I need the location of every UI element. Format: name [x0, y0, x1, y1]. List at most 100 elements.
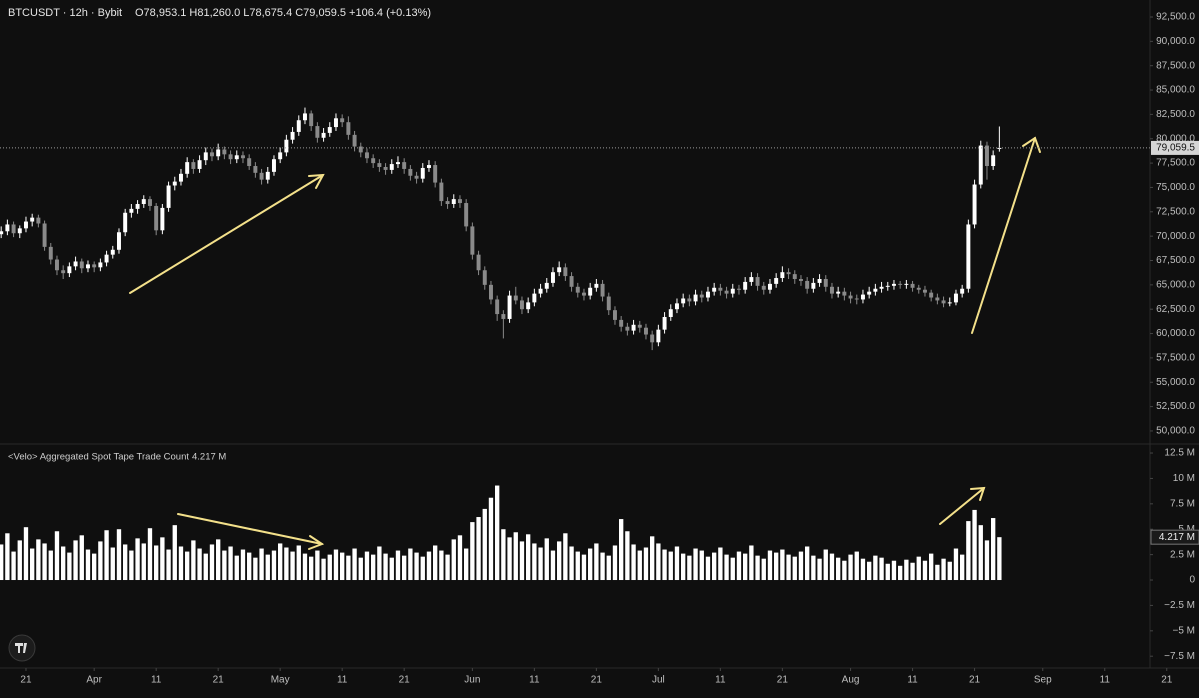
y-tick-label: 5 M [1178, 524, 1195, 535]
candle-body [953, 293, 958, 303]
volume-bar [935, 564, 940, 581]
candle-body [792, 274, 797, 280]
candle-body [625, 326, 630, 331]
volume-bar [426, 551, 432, 581]
candle-body [302, 113, 307, 121]
volume-bar [513, 532, 518, 581]
volume-bar [395, 550, 401, 581]
volume-bar [48, 550, 53, 581]
candle-body [247, 158, 252, 167]
candle-body [209, 152, 214, 157]
candle-body [929, 292, 934, 298]
candle-body [309, 113, 314, 127]
candle-body [588, 287, 593, 296]
x-tick-label: 11 [529, 675, 540, 686]
last-value-box [1150, 529, 1199, 545]
volume-bar [526, 534, 531, 581]
volume-bar [904, 559, 909, 581]
candle-body [538, 288, 543, 294]
x-tick-label: 11 [1100, 675, 1111, 686]
x-tick-label: 11 [715, 675, 726, 686]
candle-body [581, 292, 586, 296]
volume-bar [569, 546, 574, 581]
x-tick-label: 11 [907, 675, 918, 686]
volume-bar [687, 555, 692, 581]
volume-bar [364, 551, 370, 581]
candle-body [358, 146, 363, 153]
volume-bar [278, 543, 283, 581]
candle-body [259, 172, 264, 180]
arrow-head [308, 535, 325, 550]
candle-body [54, 259, 59, 271]
volume-bar [990, 518, 996, 581]
volume-bar [30, 548, 35, 581]
candle-body [619, 319, 624, 327]
candle-body [724, 290, 729, 294]
volume-bar [247, 552, 252, 581]
candle-body [749, 277, 754, 282]
candle-body [185, 162, 190, 174]
candle-body [637, 324, 642, 328]
volume-bar [154, 545, 159, 581]
candle-body [966, 224, 971, 289]
volume-bar [594, 543, 599, 581]
volume-bar [860, 558, 866, 581]
candle-body [346, 122, 351, 135]
arrow [129, 174, 324, 294]
volume-bar [910, 562, 915, 581]
volume-bar [17, 540, 22, 581]
candle-body [612, 310, 617, 320]
candle-body [327, 127, 332, 133]
candle-body [829, 286, 834, 294]
volume-bar [891, 560, 897, 581]
candle-body [364, 152, 369, 159]
candle-body [333, 118, 338, 128]
volume-bar [600, 552, 605, 581]
volume-bar [587, 548, 593, 581]
x-tick-label: 21 [591, 675, 603, 686]
volume-bar [228, 546, 233, 581]
volume-bar [54, 531, 60, 581]
x-tick-label: Jun [464, 675, 480, 686]
candle-body [823, 279, 828, 287]
volume-bar [451, 539, 456, 581]
candle-body [383, 166, 388, 170]
candle-body [17, 228, 22, 234]
volume-bar [389, 557, 394, 581]
volume-bar [420, 556, 425, 581]
volume-bar [302, 553, 308, 581]
volume-bar [271, 550, 277, 581]
y-tick-label: 65,000.0 [1156, 279, 1195, 290]
volume-bar [11, 551, 16, 581]
candle-body [135, 204, 140, 209]
volume-bar [327, 554, 332, 581]
candle-body [836, 291, 841, 294]
candle-body [172, 181, 177, 186]
volume-bar [352, 548, 357, 581]
candle-body [116, 232, 121, 250]
indicator-title: <Velo> Aggregated Spot Tape Trade Count [8, 452, 189, 463]
candle-body [433, 165, 438, 183]
y-tick-label: 12.5 M [1164, 448, 1195, 459]
y-tick-label: 75,000.0 [1156, 182, 1195, 193]
volume-bar [637, 550, 642, 581]
candle-body [656, 329, 661, 343]
candle-body [222, 149, 227, 155]
candle-body [278, 152, 283, 160]
candle-body [997, 147, 1002, 149]
y-tick-label: 62,500.0 [1156, 304, 1195, 315]
candle-body [519, 300, 524, 310]
volume-bar [36, 539, 41, 581]
candle-body [284, 139, 289, 153]
volume-bar [290, 551, 295, 581]
candle-body [240, 155, 245, 159]
arrow [971, 137, 1036, 334]
x-tick-label: 21 [399, 675, 411, 686]
candle-body [476, 254, 481, 271]
candle-body [73, 261, 78, 267]
candle-body [774, 278, 779, 284]
candle-body [526, 302, 531, 310]
x-tick-label: Apr [86, 675, 102, 686]
volume-bar [842, 560, 847, 581]
